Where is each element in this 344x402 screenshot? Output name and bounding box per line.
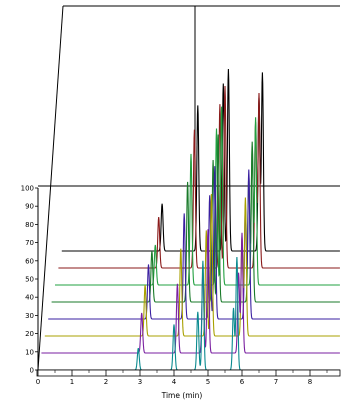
trace-5: [51, 134, 340, 303]
x-axis-ticks: 0 1 2 3 4 5 6 7 8: [36, 370, 328, 386]
y-tick-label: 50: [25, 276, 34, 284]
x-axis-band: [36, 369, 341, 377]
x-tick-label: 0: [36, 378, 40, 386]
trace-group: [38, 68, 340, 371]
y-axis-ticks: 0 10 20 30 40 50 60 70 80 90 100: [21, 185, 38, 375]
x-tick-label: 1: [70, 378, 74, 386]
y-tick-label: 100: [21, 185, 34, 193]
x-axis-title: Time (min): [161, 391, 203, 400]
x-tick-label: 2: [104, 378, 108, 386]
trace-2: [41, 229, 340, 354]
x-tick-label: 8: [308, 378, 312, 386]
y-tick-label: 80: [25, 221, 34, 229]
y-tick-label: 30: [25, 312, 34, 320]
y-tick-label: 70: [25, 239, 34, 247]
y-tick-label: 0: [30, 367, 34, 375]
y-tick-label: 20: [25, 330, 34, 338]
trace-3: [44, 194, 340, 337]
y-tick-label: 90: [25, 203, 34, 211]
trace-4: [48, 166, 340, 320]
x-tick-label: 6: [240, 378, 245, 386]
x-tick-label: 5: [206, 378, 210, 386]
axes: [36, 188, 341, 377]
y-tick-label: 10: [25, 348, 34, 356]
trace-8: [61, 68, 340, 252]
x-tick-label: 7: [274, 378, 278, 386]
y-tick-label: 60: [25, 257, 34, 265]
trace-6: [55, 106, 340, 286]
chart-frame: [37, 5, 340, 371]
depth-axis-line: [37, 5, 64, 371]
x-tick-label: 4: [172, 378, 177, 386]
trace-7: [58, 85, 340, 269]
x-tick-label: 3: [138, 378, 142, 386]
y-tick-label: 40: [25, 294, 34, 302]
